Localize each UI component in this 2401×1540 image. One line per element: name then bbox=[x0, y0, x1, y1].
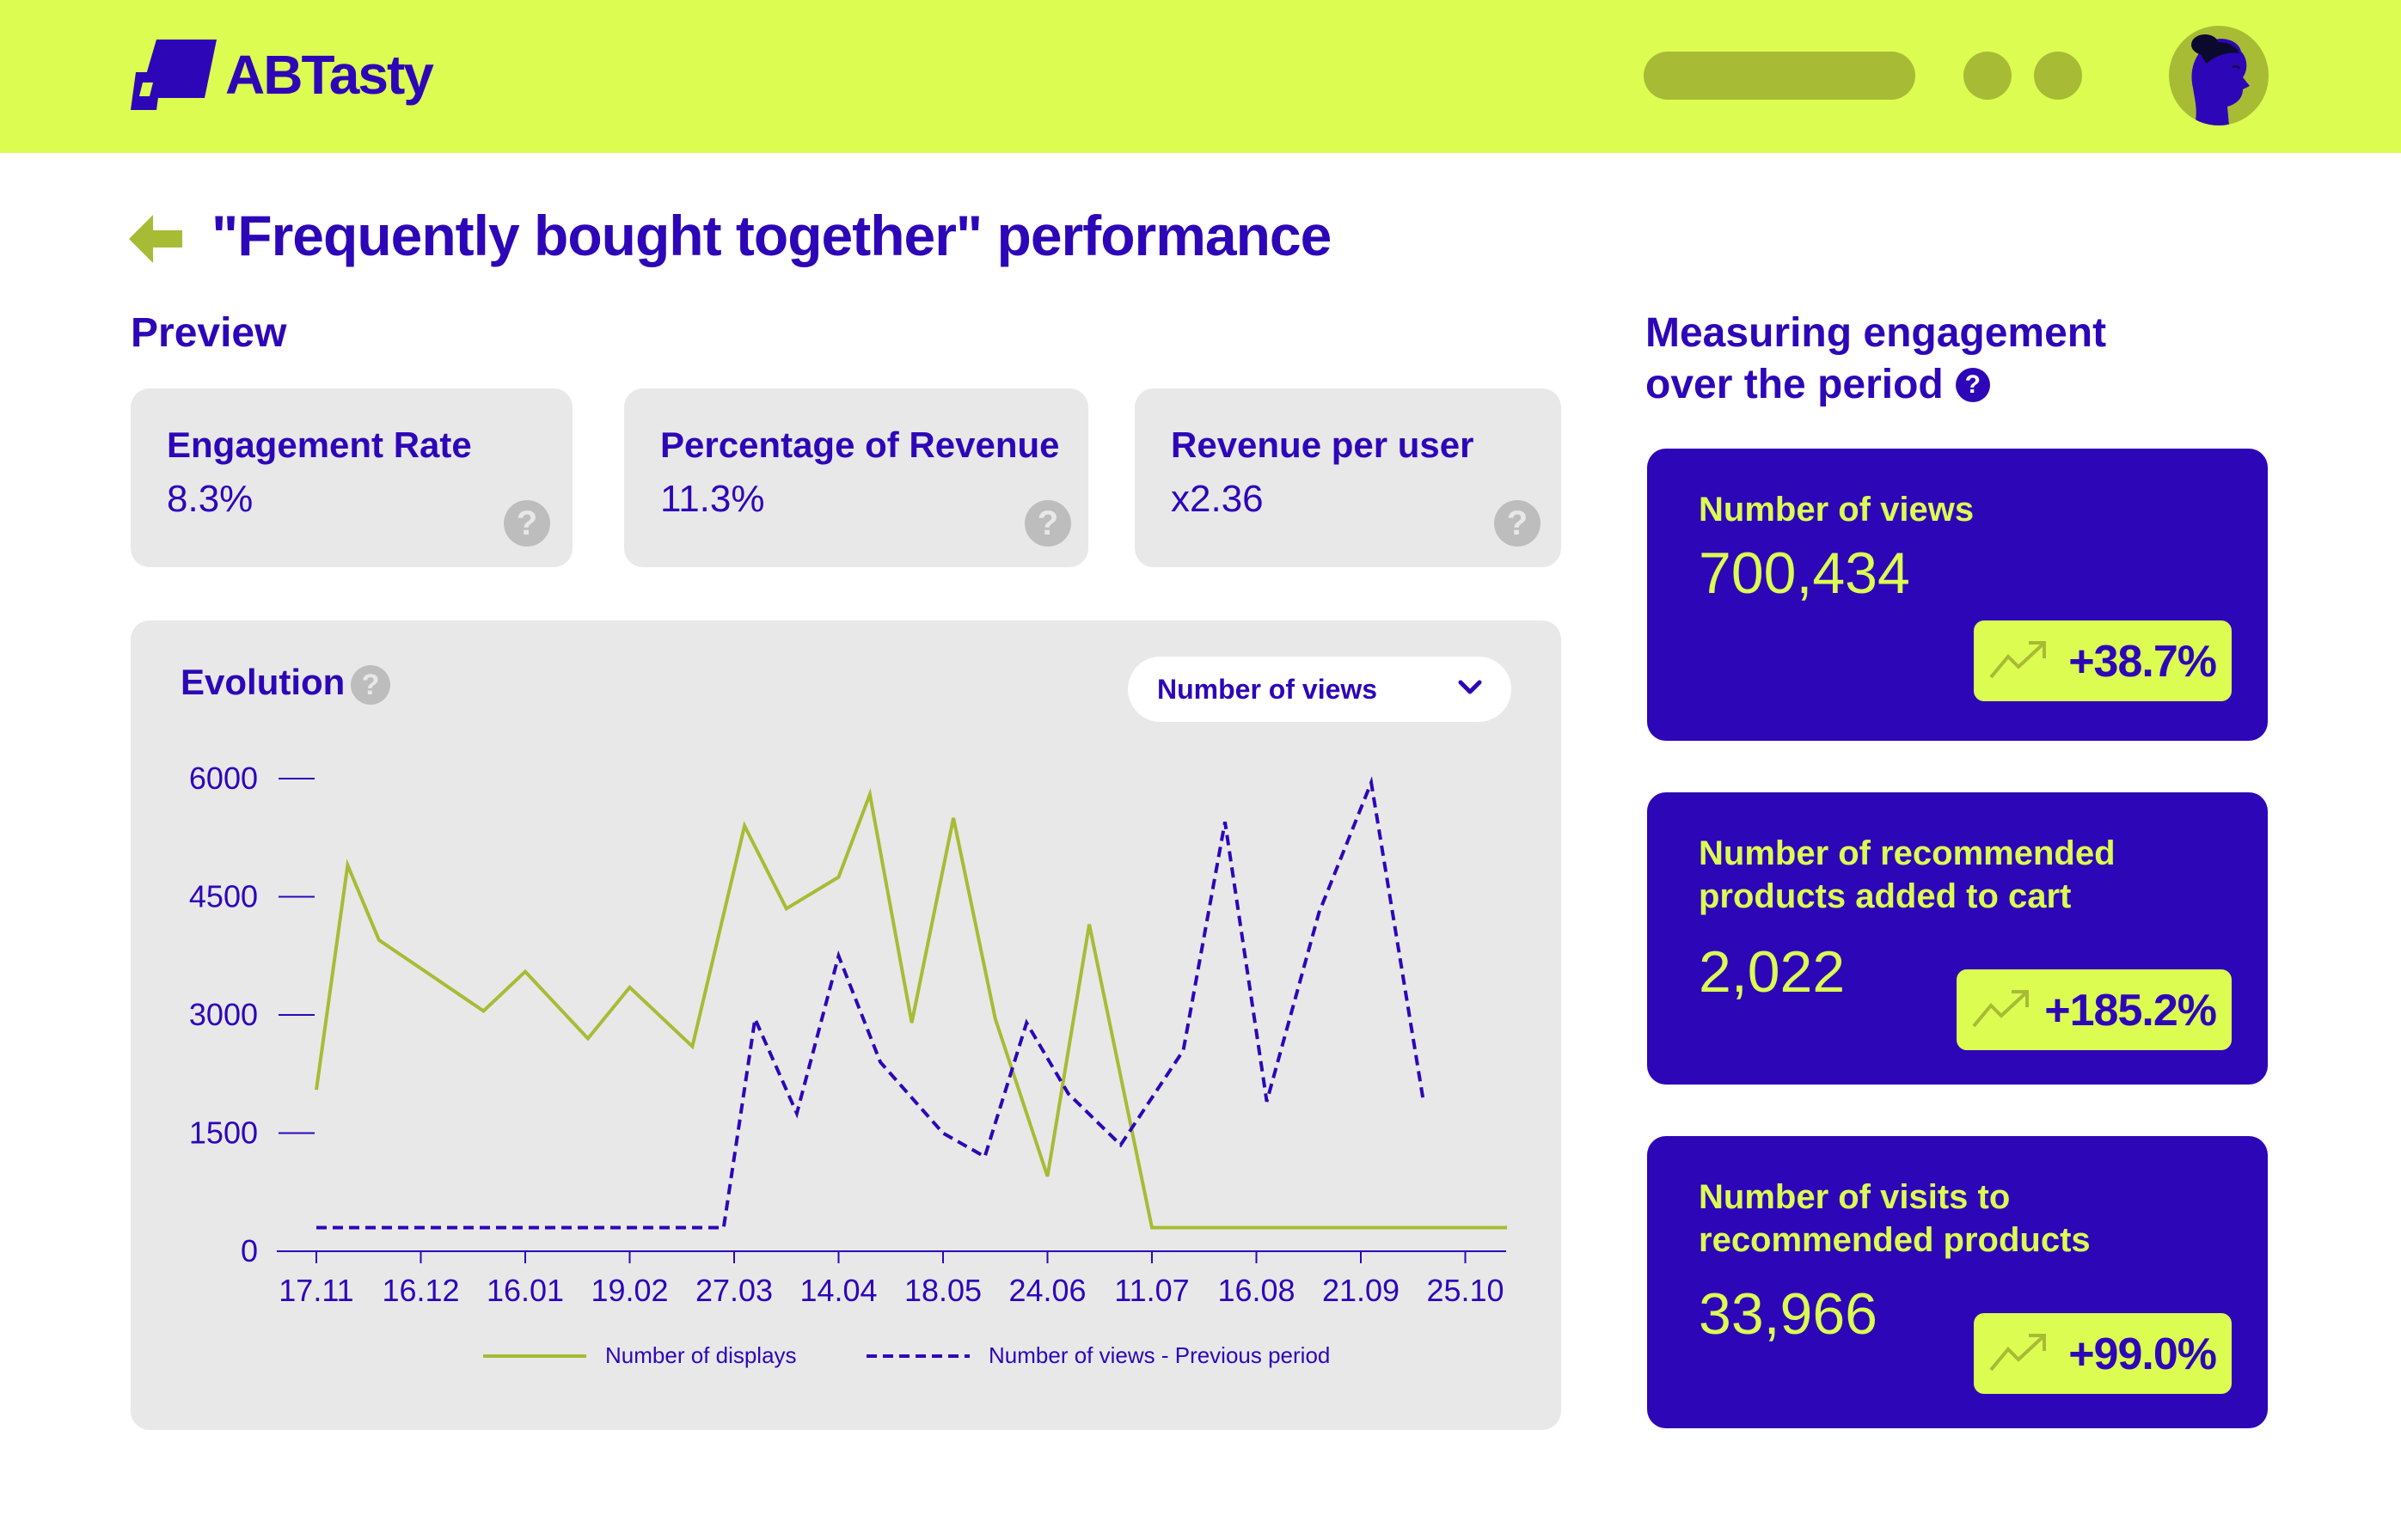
y-tick-label: 4500 bbox=[189, 879, 258, 914]
stat-value: 2,022 bbox=[1699, 939, 1846, 1005]
user-avatar[interactable] bbox=[2169, 26, 2269, 125]
legend-label: Number of displays bbox=[605, 1342, 797, 1368]
engagement-heading-line1: Measuring engagement bbox=[1645, 310, 2107, 356]
engagement-heading: Measuring engagement over the period ? bbox=[1645, 308, 2106, 411]
x-tick-label: 14.04 bbox=[799, 1273, 877, 1308]
kpi-value: 8.3% bbox=[167, 478, 254, 520]
help-icon[interactable]: ? bbox=[1955, 368, 1990, 402]
metric-dropdown[interactable]: Number of views bbox=[1128, 657, 1511, 722]
y-tick-label: 1500 bbox=[189, 1115, 258, 1151]
x-tick-label: 16.01 bbox=[487, 1273, 564, 1308]
chevron-down-icon bbox=[1458, 680, 1482, 694]
x-tick-label: 24.06 bbox=[1008, 1273, 1086, 1308]
preview-heading: Preview bbox=[131, 310, 287, 356]
x-tick-label: 17.11 bbox=[279, 1273, 353, 1308]
trend-up-icon bbox=[1972, 990, 2029, 1028]
back-arrow-icon[interactable] bbox=[129, 215, 182, 263]
legend-label: Number of views - Previous period bbox=[989, 1342, 1330, 1368]
brand-name: ABTasty bbox=[225, 44, 434, 106]
x-tick-label: 27.03 bbox=[695, 1273, 773, 1308]
x-tick-label: 18.05 bbox=[904, 1273, 982, 1308]
y-tick-label: 0 bbox=[241, 1233, 258, 1268]
help-icon[interactable]: ? bbox=[351, 665, 390, 705]
search-bar-placeholder[interactable] bbox=[1644, 52, 1915, 100]
stat-value: 33,966 bbox=[1699, 1281, 1877, 1347]
evolution-line-chart: 0 1500 3000 4500 6000 17.11 16.12 16.01 19.02 27.… bbox=[189, 761, 1508, 1368]
trend-up-icon bbox=[1989, 1334, 2046, 1372]
evolution-chart-card: 0 1500 3000 4500 6000 17.11 16.12 16.01 19.02 27.… bbox=[131, 620, 1561, 1430]
kpi-value: 11.3% bbox=[660, 478, 765, 520]
stat-card-added-to-cart: Number of recommended products added to … bbox=[1647, 792, 2268, 1085]
stat-change-value: +38.7% bbox=[2068, 637, 2217, 687]
stat-label-line1: Number of visits to bbox=[1699, 1178, 2011, 1216]
stat-label-line1: Number of views bbox=[1699, 491, 1975, 529]
kpi-card-revenue-per-user: Revenue per user x2.36 ? bbox=[1135, 388, 1561, 567]
abtasty-logo-icon bbox=[131, 40, 217, 110]
kpi-value: x2.36 bbox=[1171, 478, 1264, 520]
stat-card-visits-to-recommended: Number of visits to recommended products… bbox=[1647, 1136, 2268, 1428]
y-tick-label: 6000 bbox=[189, 761, 258, 796]
stat-label-line1: Number of recommended bbox=[1699, 834, 2116, 872]
series-line-displays bbox=[315, 787, 1508, 1230]
series-line-views-previous-period bbox=[316, 776, 1425, 1230]
help-icon[interactable]: ? bbox=[504, 500, 550, 547]
x-tick-label: 21.09 bbox=[1322, 1273, 1400, 1308]
kpi-label: Engagement Rate bbox=[167, 425, 472, 465]
stat-change-badge[interactable]: +99.0% bbox=[1974, 1313, 2232, 1394]
x-tick-label: 19.02 bbox=[591, 1273, 668, 1308]
kpi-label: Revenue per user bbox=[1171, 425, 1474, 465]
user-avatar-icon bbox=[2191, 34, 2250, 125]
stat-change-badge[interactable]: +185.2% bbox=[1957, 969, 2232, 1050]
x-tick-label: 11.07 bbox=[1114, 1273, 1189, 1308]
stat-change-value: +99.0% bbox=[2068, 1329, 2217, 1379]
help-icon[interactable]: ? bbox=[1025, 500, 1071, 547]
trend-up-icon bbox=[1989, 641, 2046, 679]
brand-logo[interactable]: ABTasty bbox=[131, 36, 434, 113]
stat-card-views: Number of views 700,434 +38.7% bbox=[1647, 449, 2268, 741]
x-tick-label: 16.08 bbox=[1217, 1273, 1295, 1308]
stat-value: 700,434 bbox=[1699, 541, 1910, 606]
stat-label: Number of views bbox=[1699, 488, 1974, 531]
engagement-heading-line2: over the period bbox=[1645, 362, 1944, 407]
stat-change-value: +185.2% bbox=[2044, 986, 2217, 1036]
stat-label-line2: recommended products bbox=[1699, 1221, 2091, 1259]
dropdown-selected-value: Number of views bbox=[1157, 674, 1378, 705]
nav-dot-1[interactable] bbox=[1963, 52, 2012, 100]
x-tick-label: 25.10 bbox=[1426, 1273, 1504, 1308]
help-icon[interactable]: ? bbox=[1494, 500, 1540, 547]
stat-label: Number of recommended products added to … bbox=[1699, 832, 2116, 918]
stat-change-badge[interactable]: +38.7% bbox=[1974, 620, 2232, 701]
kpi-card-percentage-of-revenue: Percentage of Revenue 11.3% ? bbox=[624, 388, 1088, 567]
y-tick-label: 3000 bbox=[189, 997, 258, 1032]
page-title: "Frequently bought together" performance bbox=[211, 204, 1332, 267]
kpi-label: Percentage of Revenue bbox=[660, 425, 1060, 465]
top-bar: ABTasty bbox=[0, 0, 2401, 153]
stat-label: Number of visits to recommended products bbox=[1699, 1176, 2091, 1262]
chart-title: Evolution bbox=[181, 662, 346, 702]
x-tick-label: 16.12 bbox=[382, 1273, 459, 1308]
kpi-card-engagement-rate: Engagement Rate 8.3% ? bbox=[131, 388, 573, 567]
nav-dot-2[interactable] bbox=[2034, 52, 2082, 100]
stat-label-line2: products added to cart bbox=[1699, 877, 2072, 915]
